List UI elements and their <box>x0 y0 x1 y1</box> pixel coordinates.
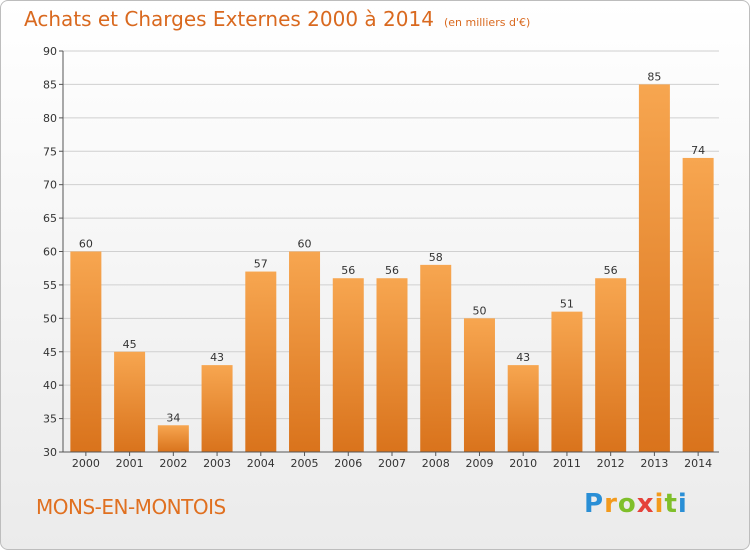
x-axis: 2000 2001 2002 2003 2004 2005 2006 2007 2008 2009… <box>63 451 719 470</box>
chart-unit: (en milliers d'€) <box>443 16 531 29</box>
y-tick-label: 55 <box>43 279 57 292</box>
bar <box>638 84 670 453</box>
y-tick-label: 45 <box>43 346 57 359</box>
x-tick-label: 2010 <box>509 457 537 470</box>
x-tick-label: 2012 <box>597 457 625 470</box>
bar <box>682 157 714 452</box>
x-tick-label: 2011 <box>553 457 581 470</box>
y-tick-label: 50 <box>43 312 57 325</box>
data-label: 58 <box>429 251 443 264</box>
chart-title-text: Achats et Charges Externes 2000 à 2014 <box>24 7 434 31</box>
bars: 60 45 34 43 57 60 56 56 58 50 43 51 56 85 74 <box>70 70 714 453</box>
y-tick-label: 85 <box>43 78 57 91</box>
y-tick-label: 80 <box>43 112 57 125</box>
data-label: 74 <box>691 144 705 157</box>
x-tick-label: 2004 <box>247 457 275 470</box>
x-tick-label: 2014 <box>684 457 712 470</box>
x-tick-label: 2003 <box>203 457 231 470</box>
y-tick-label: 65 <box>43 212 57 225</box>
bar <box>420 264 452 452</box>
data-label: 43 <box>210 351 224 364</box>
x-tick-label: 2009 <box>465 457 493 470</box>
data-label: 60 <box>79 238 93 251</box>
data-label: 56 <box>604 264 618 277</box>
bar <box>245 271 277 452</box>
y-tick-label: 70 <box>43 179 57 192</box>
x-tick-label: 2008 <box>422 457 450 470</box>
y-tick-label: 90 <box>43 45 57 58</box>
data-label: 45 <box>123 338 137 351</box>
data-label: 56 <box>341 264 355 277</box>
y-tick-label: 35 <box>43 413 57 426</box>
x-tick-label: 2005 <box>291 457 319 470</box>
bar <box>70 251 102 452</box>
data-label: 50 <box>472 304 486 317</box>
bar <box>289 251 321 452</box>
bar <box>507 365 539 452</box>
y-tick-label: 60 <box>43 246 57 259</box>
proxiti-logo: Proxiti <box>584 489 688 519</box>
bar <box>376 278 408 452</box>
chart-title: Achats et Charges Externes 2000 à 2014 (e… <box>24 7 530 31</box>
bar <box>463 318 495 452</box>
x-tick-label: 2001 <box>116 457 144 470</box>
bar <box>551 311 583 452</box>
city-name: MONS-EN-MONTOIS <box>36 495 226 519</box>
y-tick-label: 40 <box>43 379 57 392</box>
x-tick-label: 2013 <box>640 457 668 470</box>
data-label: 57 <box>254 258 268 271</box>
x-tick-label: 2007 <box>378 457 406 470</box>
bar <box>114 351 146 452</box>
data-label: 51 <box>560 298 574 311</box>
bar <box>595 278 627 452</box>
data-label: 85 <box>647 70 661 83</box>
bar <box>157 425 189 452</box>
data-label: 56 <box>385 264 399 277</box>
y-tick-label: 30 <box>43 446 57 459</box>
y-axis: 30 35 40 45 50 55 60 65 70 75 80 85 90 <box>43 45 64 459</box>
bar <box>332 278 364 452</box>
x-tick-label: 2006 <box>334 457 362 470</box>
y-tick-label: 75 <box>43 145 57 158</box>
bar <box>201 365 233 452</box>
data-label: 34 <box>166 411 180 424</box>
data-label: 43 <box>516 351 530 364</box>
x-tick-label: 2000 <box>72 457 100 470</box>
data-label: 60 <box>298 238 312 251</box>
x-tick-label: 2002 <box>159 457 187 470</box>
